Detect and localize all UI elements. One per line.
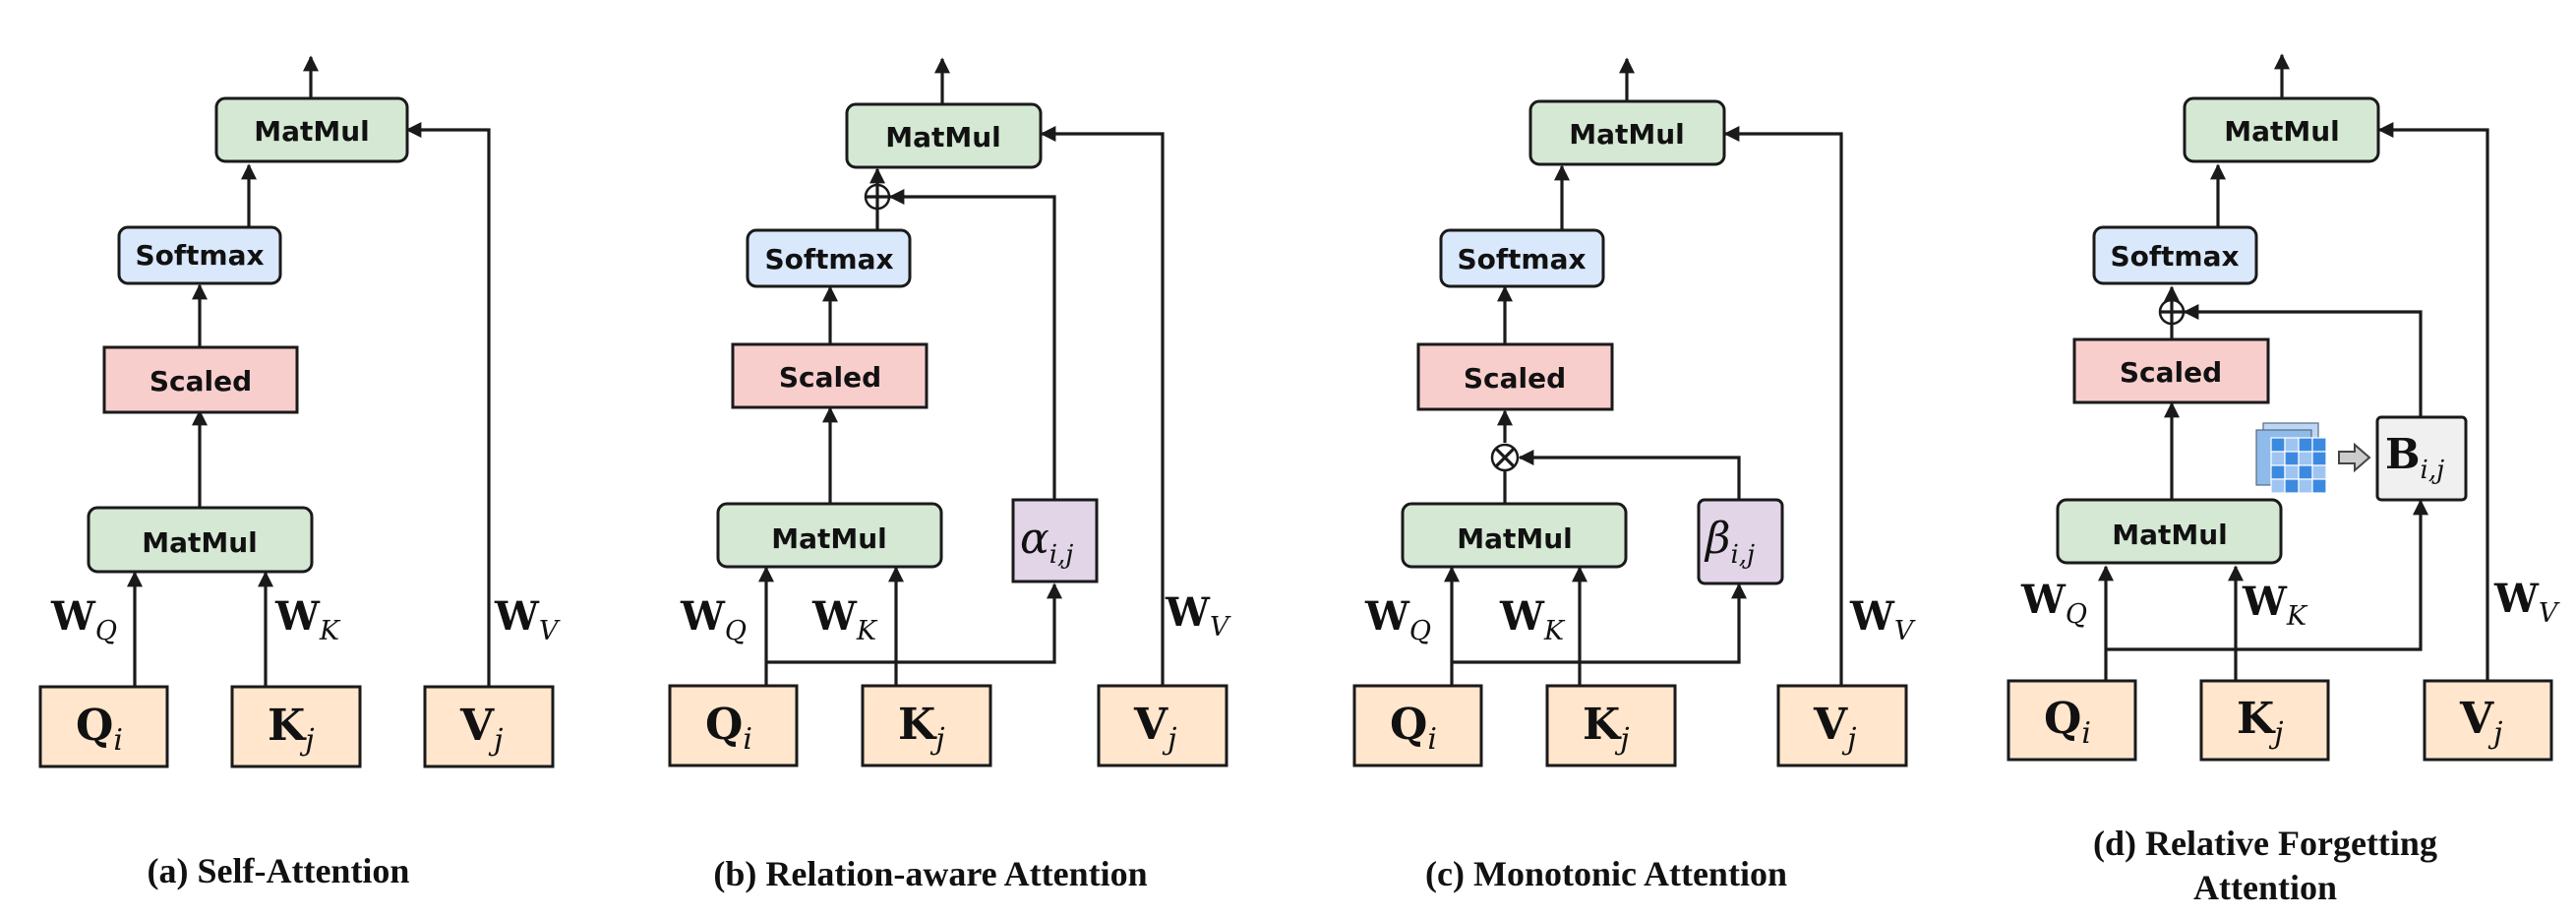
k-input-box	[861, 684, 992, 767]
matrix-stack-icon	[2255, 422, 2327, 494]
matmul-top-label: MatMul	[254, 115, 370, 148]
q-input-box	[668, 684, 799, 767]
v-input-box	[2423, 679, 2553, 762]
v-arrow	[1723, 126, 1843, 687]
scaled-box	[1416, 342, 1614, 411]
softmax-label: Softmax	[764, 243, 893, 275]
matmul-bottom-box	[87, 506, 314, 574]
wk-label: WK	[2242, 579, 2308, 632]
v-input-label: Vj	[1813, 700, 1856, 757]
v-input-label: Vj	[459, 701, 503, 758]
wv-label: WV	[1849, 593, 1916, 646]
softmax-label: Softmax	[1457, 243, 1586, 275]
k-input-label: Kj	[1583, 700, 1630, 757]
matmul-top-box	[2183, 96, 2380, 163]
matmul-top-box	[214, 96, 409, 163]
b-box	[2375, 415, 2468, 502]
transform-arrow-icon	[2338, 442, 2371, 473]
k-input-box	[1545, 684, 1677, 767]
wk-label: WK	[1499, 593, 1566, 646]
wq-label: WQ	[2020, 577, 2087, 630]
softmax-box	[746, 228, 912, 288]
wq-label: WQ	[1364, 593, 1431, 646]
v-arrow	[405, 122, 491, 687]
q-input-box	[2007, 679, 2137, 762]
alpha-box	[1011, 498, 1099, 583]
beta-to-mult-arrow	[1518, 450, 1741, 500]
q-input-label: Qi	[705, 700, 752, 757]
matmul-top-box	[1528, 99, 1726, 166]
v-input-box	[423, 685, 555, 768]
matmul-bottom-box	[716, 502, 943, 569]
k-input-label: Kj	[898, 700, 945, 757]
wv-label: WV	[2493, 576, 2560, 629]
caption-d-line2: Attention	[2193, 868, 2337, 907]
caption-c: (c) Monotonic Attention	[1425, 854, 1787, 893]
matmul-top-label: MatMul	[1569, 118, 1685, 151]
matmul-top-box	[845, 102, 1043, 169]
scaled-box	[2072, 337, 2270, 404]
panel-relation-aware-attention: MatMul Softmax Scaled MatMul αi,j WQ WK …	[668, 57, 1231, 893]
matmul-top-label: MatMul	[2224, 115, 2340, 148]
v-input-box	[1097, 684, 1228, 767]
v-input-label: Vj	[1133, 700, 1176, 757]
matmul-bottom-label: MatMul	[142, 526, 258, 559]
k-input-label: Kj	[2237, 694, 2284, 751]
qk-to-beta-arrow	[1452, 582, 1747, 664]
softmax-box	[117, 225, 282, 285]
scaled-label: Scaled	[2120, 356, 2222, 389]
softmax-box	[2092, 225, 2258, 285]
softmax-box	[1439, 228, 1605, 288]
matmul-bottom-label: MatMul	[771, 522, 887, 555]
panel-monotonic-attention: MatMul Softmax Scaled MatMul βi,j WQ WK …	[1352, 57, 1916, 893]
k-input-box	[2199, 679, 2330, 762]
softmax-label: Softmax	[2110, 240, 2239, 273]
b-label: Bi,j	[2385, 430, 2444, 485]
wk-label: WK	[274, 593, 341, 646]
matmul-top-label: MatMul	[885, 121, 1001, 153]
panel-self-attention: MatMul Softmax Scaled MatMul WQ WK WV Qi…	[38, 55, 561, 890]
wv-label: WV	[494, 593, 561, 646]
q-input-box	[1352, 684, 1483, 767]
softmax-label: Softmax	[135, 239, 264, 272]
v-input-box	[1776, 684, 1908, 767]
wk-label: WK	[811, 593, 878, 646]
caption-b: (b) Relation-aware Attention	[713, 854, 1147, 893]
qk-to-alpha-arrow	[766, 582, 1062, 664]
wq-label: WQ	[680, 593, 747, 646]
v-arrow	[1040, 126, 1165, 687]
scaled-box	[102, 345, 299, 414]
q-input-box	[38, 685, 169, 768]
qk-to-b-arrow	[2106, 499, 2428, 651]
alpha-to-plus-arrow	[888, 189, 1056, 500]
caption-a: (a) Self-Attention	[148, 851, 410, 890]
wq-label: WQ	[50, 593, 117, 646]
q-input-label: Qi	[76, 701, 123, 758]
matmul-bottom-label: MatMul	[2112, 519, 2228, 551]
caption-d-line1: (d) Relative Forgetting	[2093, 824, 2437, 863]
matmul-bottom-label: MatMul	[1457, 522, 1573, 555]
q-input-label: Qi	[1390, 700, 1437, 757]
matmul-bottom-box	[1401, 502, 1628, 569]
panel-relative-forgetting-attention: MatMul Softmax Scaled MatMul	[2007, 53, 2560, 907]
scaled-label: Scaled	[779, 361, 881, 394]
scaled-box	[731, 342, 929, 409]
v-input-label: Vj	[2459, 694, 2502, 751]
alpha-label: αi,j	[1020, 514, 1073, 570]
scaled-label: Scaled	[1464, 362, 1566, 395]
matmul-bottom-box	[2056, 498, 2283, 565]
k-input-label: Kj	[268, 701, 315, 758]
beta-box	[1697, 498, 1784, 585]
q-input-label: Qi	[2044, 694, 2091, 751]
b-to-plus-arrow	[2183, 304, 2423, 416]
v-arrow	[2377, 122, 2489, 687]
k-input-box	[230, 685, 362, 768]
wv-label: WV	[1165, 589, 1231, 643]
beta-label: βi,j	[1704, 514, 1755, 570]
scaled-label: Scaled	[150, 365, 252, 398]
